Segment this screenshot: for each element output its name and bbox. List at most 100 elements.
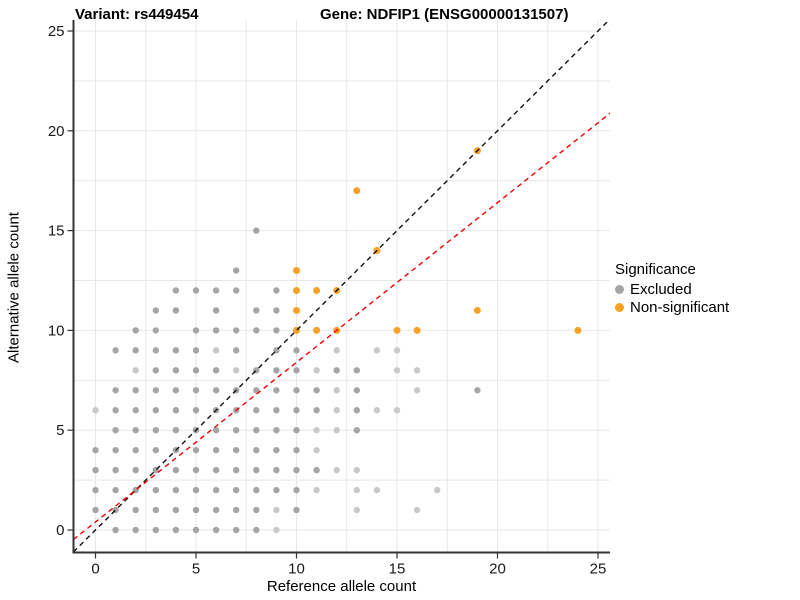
data-point: [172, 486, 180, 494]
legend-item-label: Excluded: [630, 280, 692, 298]
data-point: [273, 367, 280, 374]
data-point: [293, 286, 300, 294]
data-point: [152, 367, 159, 374]
data-point: [233, 446, 240, 454]
data-point: [253, 506, 260, 514]
data-point: [313, 446, 320, 454]
data-point: [273, 287, 280, 294]
data-point: [192, 526, 200, 534]
data-point: [132, 327, 139, 334]
data-point: [333, 407, 340, 414]
data-point: [353, 387, 360, 394]
data-point: [192, 287, 200, 294]
data-point: [273, 506, 280, 514]
data-point: [92, 506, 99, 514]
x-axis-title: Reference allele count: [266, 578, 417, 595]
data-point: [132, 427, 139, 434]
data-point: [233, 327, 240, 334]
data-point: [353, 486, 360, 494]
data-point: [172, 427, 180, 434]
data-point: [393, 326, 401, 334]
svg-text:10: 10: [288, 561, 305, 578]
data-point: [212, 347, 220, 354]
data-point: [353, 466, 360, 474]
gridlines: [73, 20, 610, 553]
data-point: [474, 387, 481, 394]
identity-line: [73, 20, 610, 553]
data-point: [172, 526, 180, 534]
data-point: [273, 427, 280, 434]
data-point: [273, 446, 280, 454]
data-point: [172, 466, 180, 474]
data-point: [112, 427, 119, 434]
data-point: [192, 387, 200, 394]
data-point: [253, 526, 260, 534]
data-point: [413, 326, 421, 334]
data-point: [152, 446, 159, 454]
data-point: [152, 526, 159, 534]
data-point: [233, 486, 240, 494]
data-point: [273, 327, 280, 334]
data-point: [172, 287, 180, 294]
data-point: [172, 307, 180, 314]
data-point: [373, 347, 381, 354]
data-point: [253, 387, 260, 394]
data-point: [132, 526, 139, 534]
data-point: [293, 466, 300, 474]
svg-text:20: 20: [48, 123, 65, 140]
data-point: [92, 407, 99, 414]
data-point: [172, 367, 180, 374]
legend-title: Significance: [615, 261, 696, 278]
data-point: [192, 407, 200, 414]
data-point: [413, 506, 421, 514]
data-point: [233, 287, 240, 294]
legend-item-excluded: Excluded: [615, 280, 729, 298]
data-point: [333, 387, 340, 394]
data-point: [233, 427, 240, 434]
data-point: [152, 327, 159, 334]
data-point: [212, 446, 220, 454]
data-point: [313, 286, 321, 294]
data-point: [152, 427, 159, 434]
data-point: [293, 306, 300, 314]
data-point: [233, 367, 240, 374]
data-point: [253, 407, 260, 414]
data-point: [212, 287, 220, 294]
points-excluded: [92, 227, 481, 534]
data-point: [152, 506, 159, 514]
data-point: [192, 327, 200, 334]
data-point: [293, 367, 300, 374]
data-point: [253, 466, 260, 474]
variant-title: Variant: rs449454: [75, 6, 199, 23]
svg-text:15: 15: [48, 223, 65, 240]
data-point: [313, 367, 320, 374]
data-point: [152, 347, 159, 354]
data-point: [132, 367, 139, 374]
data-point: [92, 486, 99, 494]
data-point: [132, 387, 139, 394]
data-point: [212, 387, 220, 394]
data-point: [373, 407, 381, 414]
data-point: [212, 367, 220, 374]
data-point: [313, 326, 321, 334]
data-point: [273, 466, 280, 474]
data-point: [112, 387, 119, 394]
data-point: [293, 347, 300, 354]
data-point: [253, 307, 260, 314]
legend-item-label: Non-significant: [630, 298, 730, 316]
points-non-significant: [293, 147, 582, 334]
data-point: [253, 486, 260, 494]
data-point: [393, 367, 401, 374]
data-point: [293, 446, 300, 454]
svg-text:25: 25: [48, 23, 65, 40]
data-point: [353, 407, 360, 414]
data-point: [172, 387, 180, 394]
data-point: [473, 306, 481, 314]
data-point: [273, 486, 280, 494]
data-point: [253, 227, 260, 234]
legend-item-non-significant: Non-significant: [615, 298, 729, 316]
data-point: [413, 387, 421, 394]
data-point: [393, 407, 401, 414]
